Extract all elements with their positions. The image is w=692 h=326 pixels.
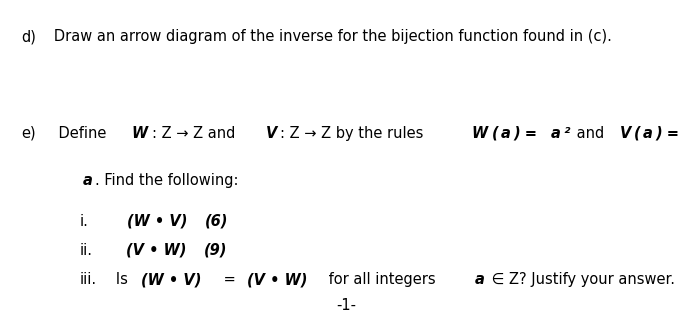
Text: a: a	[643, 126, 653, 141]
Text: and: and	[572, 126, 609, 141]
Text: ) =: ) =	[513, 126, 543, 141]
Text: : Z → Z and: : Z → Z and	[152, 126, 240, 141]
Text: a: a	[500, 126, 511, 141]
Text: for all integers: for all integers	[325, 272, 441, 287]
Text: . Find the following:: . Find the following:	[95, 173, 239, 188]
Text: i.: i.	[80, 214, 89, 229]
Text: : Z → Z by the rules: : Z → Z by the rules	[280, 126, 428, 141]
Text: a: a	[551, 126, 561, 141]
Text: (V • W): (V • W)	[246, 272, 307, 287]
Text: =: =	[219, 272, 240, 287]
Text: V: V	[619, 126, 631, 141]
Text: (6): (6)	[205, 214, 228, 229]
Text: (9): (9)	[204, 243, 228, 258]
Text: V: V	[266, 126, 277, 141]
Text: ²: ²	[564, 126, 570, 141]
Text: a: a	[82, 173, 93, 188]
Text: e): e)	[21, 126, 35, 141]
Text: a: a	[475, 272, 484, 287]
Text: iii.: iii.	[80, 272, 97, 287]
Text: (W • V): (W • V)	[127, 214, 188, 229]
Text: (: (	[634, 126, 641, 141]
Text: Define: Define	[39, 126, 111, 141]
Text: ∈ Z? Justify your answer.: ∈ Z? Justify your answer.	[487, 272, 675, 287]
Text: Draw an arrow diagram of the inverse for the bijection function found in (c).: Draw an arrow diagram of the inverse for…	[40, 29, 612, 44]
Text: -1-: -1-	[336, 298, 356, 313]
Text: (W • V): (W • V)	[141, 272, 201, 287]
Text: (: (	[492, 126, 499, 141]
Text: (V • W): (V • W)	[126, 243, 187, 258]
Text: d): d)	[21, 29, 35, 44]
Text: ) =: ) =	[655, 126, 684, 141]
Text: ii.: ii.	[80, 243, 93, 258]
Text: W: W	[131, 126, 147, 141]
Text: Is: Is	[102, 272, 132, 287]
Text: W: W	[471, 126, 487, 141]
